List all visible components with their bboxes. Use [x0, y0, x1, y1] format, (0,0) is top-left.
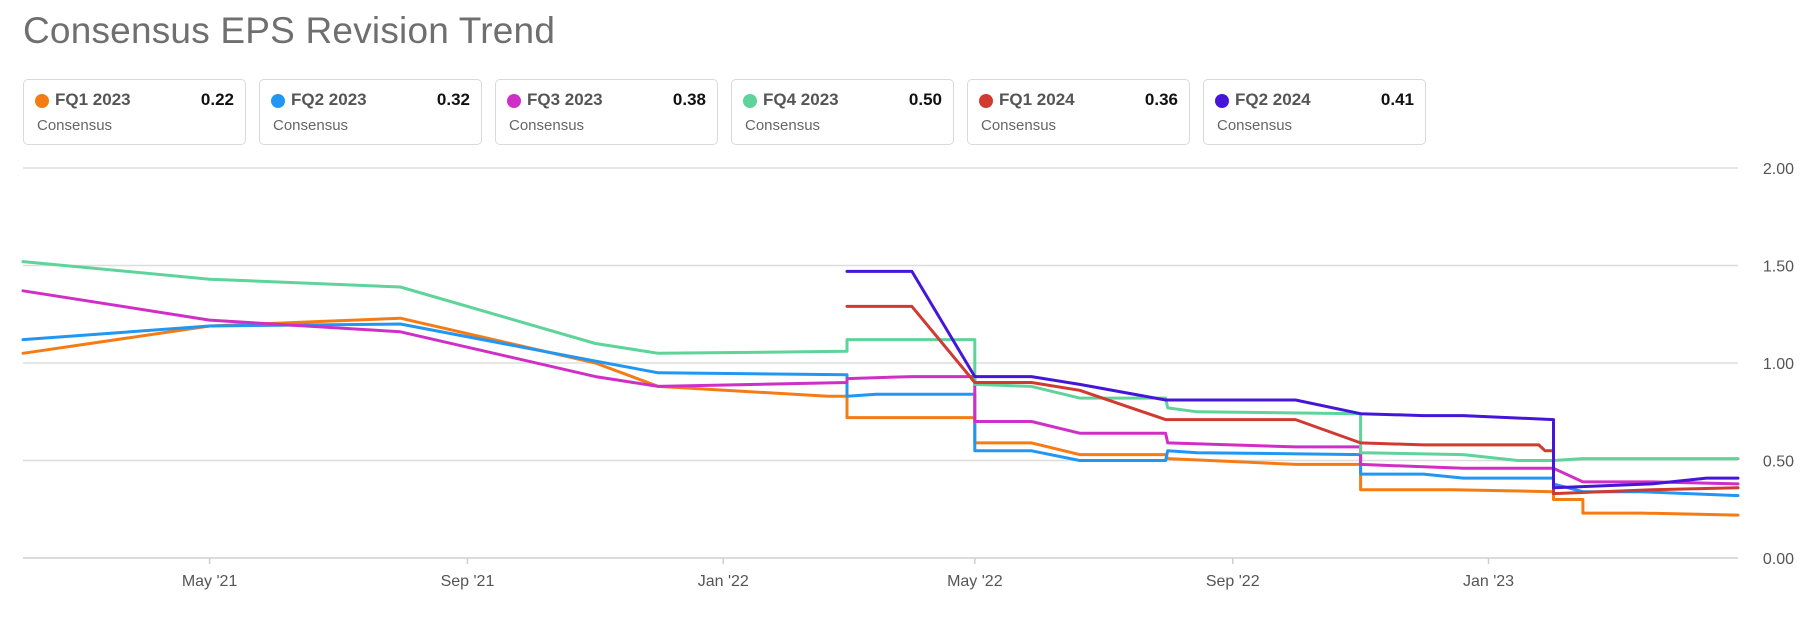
legend-series-sublabel: Consensus [509, 117, 585, 134]
series-color-dot [1215, 94, 1229, 108]
series-line-fq4-2023[interactable] [21, 260, 1740, 462]
legend-card-fq1-2023[interactable]: FQ1 2023 0.22 Consensus [23, 79, 246, 145]
legend-card-fq1-2024[interactable]: FQ1 2024 0.36 Consensus [967, 79, 1190, 145]
y-tick-label: 1.00 [1763, 356, 1794, 373]
legend-card-fq2-2023[interactable]: FQ2 2023 0.32 Consensus [259, 79, 482, 145]
x-tick-label: Sep '21 [441, 573, 495, 590]
series-color-dot [271, 94, 285, 108]
series-color-dot [743, 94, 757, 108]
y-tick-label: 2.00 [1763, 161, 1794, 178]
legend-series-value: 0.38 [672, 90, 706, 109]
legend-series-name: FQ2 2023 [291, 90, 367, 109]
series-color-dot [507, 94, 521, 108]
legend-series-sublabel: Consensus [981, 117, 1057, 134]
series-color-dot [35, 94, 49, 108]
series-color-dot [979, 94, 993, 108]
x-tick-label: Jan '23 [1463, 573, 1514, 590]
legend-series-value: 0.41 [1380, 90, 1414, 109]
legend-series-name: FQ1 2024 [999, 90, 1075, 109]
legend-series-sublabel: Consensus [273, 117, 349, 134]
x-tick-label: May '21 [182, 573, 238, 590]
x-tick-label: Sep '22 [1206, 573, 1260, 590]
legend-series-sublabel: Consensus [745, 117, 821, 134]
series-line-fq2-2023[interactable] [21, 322, 1740, 498]
legend-series-name: FQ4 2023 [763, 90, 839, 109]
legend-cards: FQ1 2023 0.22 Consensus FQ2 2023 0.32 Co… [23, 79, 1426, 145]
series-line-fq1-2023[interactable] [21, 316, 1740, 517]
legend-series-sublabel: Consensus [37, 117, 113, 134]
legend-series-value: 0.32 [436, 90, 470, 109]
legend-card-fq4-2023[interactable]: FQ4 2023 0.50 Consensus [731, 79, 954, 145]
series-line-fq3-2023[interactable] [21, 289, 1740, 486]
legend-series-value: 0.22 [200, 90, 234, 109]
x-tick-label: Jan '22 [698, 573, 749, 590]
y-tick-label: 0.00 [1763, 551, 1794, 568]
chart-title: Consensus EPS Revision Trend [23, 10, 556, 51]
legend-series-value: 0.50 [908, 90, 942, 109]
legend-series-name: FQ2 2024 [1235, 90, 1311, 109]
legend-series-name: FQ1 2023 [55, 90, 131, 109]
y-tick-label: 1.50 [1763, 259, 1794, 276]
legend-series-value: 0.36 [1144, 90, 1178, 109]
legend-series-name: FQ3 2023 [527, 90, 603, 109]
legend-series-sublabel: Consensus [1217, 117, 1293, 134]
series-line-fq2-2024[interactable] [845, 269, 1740, 490]
x-tick-label: May '22 [947, 573, 1003, 590]
eps-revision-line-chart: 0.00 0.50 1.00 1.50 2.00 May '21 Sep '21 Jan '2… [21, 161, 1794, 590]
legend-card-fq3-2023[interactable]: FQ3 2023 0.38 Consensus [495, 79, 718, 145]
y-tick-label: 0.50 [1763, 454, 1794, 471]
legend-card-fq2-2024[interactable]: FQ2 2024 0.41 Consensus [1203, 79, 1426, 145]
